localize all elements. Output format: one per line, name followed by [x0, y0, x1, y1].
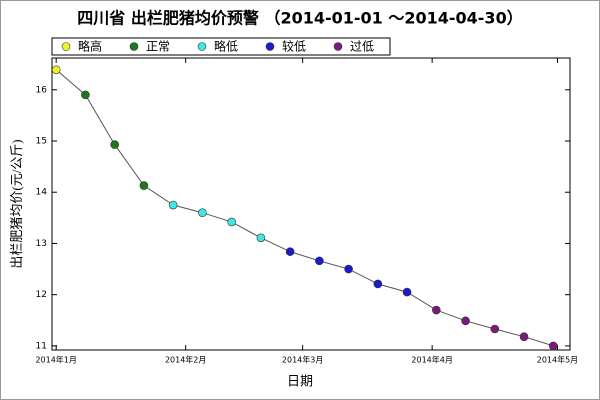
point: [490, 324, 500, 334]
point: [227, 217, 236, 227]
point: [198, 208, 207, 218]
point: [285, 247, 295, 256]
legend-label: 过低: [350, 40, 374, 54]
legend-label: 略高: [78, 39, 102, 54]
legend-label: 正常: [146, 40, 170, 54]
point: [168, 200, 178, 210]
point: [110, 140, 119, 149]
legend-marker: [197, 42, 207, 51]
legend-label: 略低: [214, 39, 238, 54]
y-tick-label: 16: [36, 85, 48, 95]
point: [402, 287, 412, 297]
line: [55, 69, 554, 347]
legend-marker: [129, 42, 139, 51]
x-axis-label: 日期: [287, 375, 313, 390]
point: [139, 181, 149, 190]
chart-title: 四川省 出栏肥猪均价预警 （2014-01-01 ～2014-04-30）: [77, 9, 522, 28]
point: [344, 264, 353, 274]
point: [256, 233, 266, 243]
y-axis-label: 出栏肥猪均价(元/公斤): [9, 139, 24, 268]
legend-box: [51, 37, 391, 56]
legend-marker: [61, 42, 71, 51]
y-tick-label: 11: [36, 341, 47, 351]
plot-area: [51, 57, 571, 351]
point: [51, 65, 61, 75]
point: [81, 90, 90, 100]
legend-label: 较低: [282, 39, 306, 54]
x-tick-label: 2014年4月: [411, 355, 452, 365]
point: [432, 305, 441, 315]
point: [373, 279, 383, 289]
point: [461, 316, 470, 326]
x-tick-label: 2014年1月: [35, 355, 76, 365]
y-tick-label: 13: [36, 239, 47, 249]
x-tick-label: 2014年2月: [165, 355, 206, 365]
x-tick-label: 2014年5月: [537, 355, 578, 365]
point: [315, 256, 324, 266]
y-tick-label: 12: [36, 290, 47, 300]
y-tick-label: 15: [36, 136, 47, 146]
legend-marker: [265, 42, 275, 51]
point: [519, 332, 529, 341]
legend-marker: [333, 42, 343, 51]
y-tick-label: 14: [36, 188, 48, 198]
point: [548, 341, 558, 351]
x-tick-label: 2014年3月: [282, 355, 323, 365]
